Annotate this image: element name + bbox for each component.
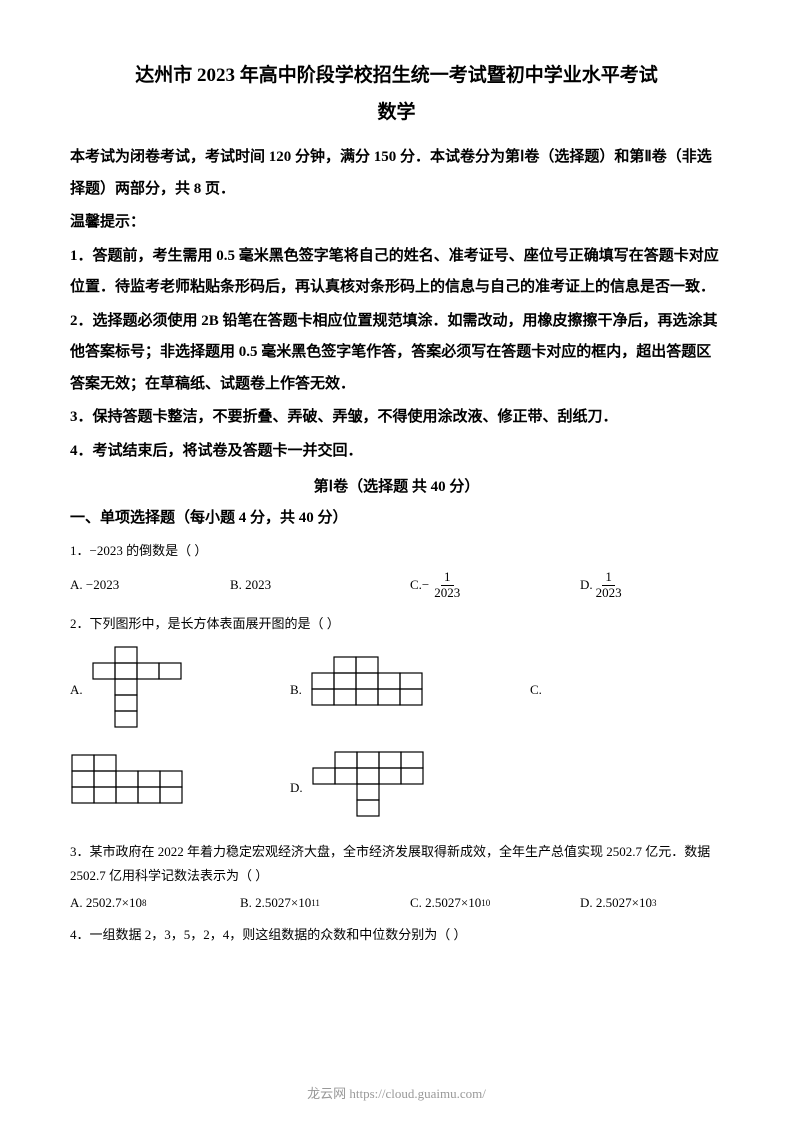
q3-b-base: B. 2.5027×10 — [240, 895, 311, 911]
instruction-3: 1．答题前，考生需用 0.5 毫米黑色签字笔将自己的姓名、准考证号、座位号正确填… — [70, 241, 723, 304]
q3-a-exp: 8 — [142, 898, 147, 908]
q2-label-a: A. — [70, 682, 83, 698]
question-2: 2．下列图形中，是长方体表面展开图的是（ ） — [70, 612, 723, 635]
q2-figure-a — [91, 645, 211, 735]
question-4: 4．一组数据 2，3，5，2，4，则这组数据的众数和中位数分别为（ ） — [70, 923, 723, 946]
instruction-4: 2．选择题必须使用 2B 铅笔在答题卡相应位置规范填涂．如需改动，用橡皮擦擦干净… — [70, 306, 723, 401]
q3-d-exp: 3 — [652, 898, 657, 908]
q2-fig-c-figure-group — [70, 753, 290, 823]
q1-option-d: D. 1 2023 — [580, 570, 720, 600]
q2-figures-row2: D. — [70, 750, 723, 825]
q1-c-fraction: 1 2023 — [431, 570, 463, 600]
q2-figure-b — [310, 655, 460, 725]
q2-label-d: D. — [290, 780, 303, 796]
q1-d-fraction: 1 2023 — [593, 570, 625, 600]
instruction-1: 本考试为闭卷考试，考试时间 120 分钟，满分 150 分．本试卷分为第Ⅰ卷（选… — [70, 142, 723, 205]
q1-option-a: A. −2023 — [70, 570, 230, 600]
q3-option-c: C. 2.5027×1010 — [410, 895, 580, 911]
q3-d-base: D. 2.5027×10 — [580, 895, 652, 911]
q1-option-b: B. 2023 — [230, 570, 410, 600]
section-title: 一、单项选择题（每小题 4 分，共 40 分） — [70, 506, 723, 527]
q1-c-neg: − — [422, 577, 429, 593]
q1-options: A. −2023 B. 2023 C. − 1 2023 D. 1 2023 — [70, 570, 723, 600]
q3-c-exp: 10 — [481, 898, 490, 908]
q2-label-c: C. — [530, 682, 542, 698]
question-3: 3．某市政府在 2022 年着力稳定宏观经济大盘，全市经济发展取得新成效，全年生… — [70, 840, 723, 887]
instruction-5: 3．保持答题卡整洁，不要折叠、弄破、弄皱，不得使用涂改液、修正带、刮纸刀． — [70, 402, 723, 434]
q3-option-a: A. 2502.7×108 — [70, 895, 240, 911]
q2-fig-a-group: A. — [70, 645, 290, 735]
section-header: 第Ⅰ卷（选择题 共 40 分） — [70, 475, 723, 496]
q3-c-base: C. 2.5027×10 — [410, 895, 481, 911]
q1-option-c: C. − 1 2023 — [410, 570, 580, 600]
q2-figure-c — [70, 753, 210, 823]
q3-b-exp: 11 — [311, 898, 320, 908]
q2-fig-d-group: D. — [290, 750, 451, 825]
q3-a-base: A. 2502.7×10 — [70, 895, 142, 911]
page-footer: 龙云网 https://cloud.guaimu.com/ — [0, 1083, 793, 1102]
question-1: 1．−2023 的倒数是（ ） — [70, 539, 723, 562]
q1-c-den: 2023 — [431, 586, 463, 600]
q1-c-prefix: C. — [410, 577, 422, 593]
q1-d-num: 1 — [602, 570, 615, 585]
q1-d-den: 2023 — [593, 586, 625, 600]
instruction-2: 温馨提示： — [70, 207, 723, 239]
q2-label-b: B. — [290, 682, 302, 698]
q2-fig-b-group: B. — [290, 655, 530, 725]
exam-title: 达州市 2023 年高中阶段学校招生统一考试暨初中学业水平考试 — [70, 60, 723, 87]
q2-figure-d — [311, 750, 451, 825]
exam-subject: 数学 — [70, 97, 723, 124]
instruction-6: 4．考试结束后，将试卷及答题卡一并交回． — [70, 436, 723, 468]
q3-option-b: B. 2.5027×1011 — [240, 895, 410, 911]
q2-fig-c-group: C. — [530, 682, 550, 698]
q3-option-d: D. 2.5027×103 — [580, 895, 720, 911]
q1-d-prefix: D. — [580, 577, 593, 593]
q3-options: A. 2502.7×108 B. 2.5027×1011 C. 2.5027×1… — [70, 895, 723, 911]
q2-figures-row1: A. B. C. — [70, 645, 723, 735]
q1-c-num: 1 — [441, 570, 454, 585]
